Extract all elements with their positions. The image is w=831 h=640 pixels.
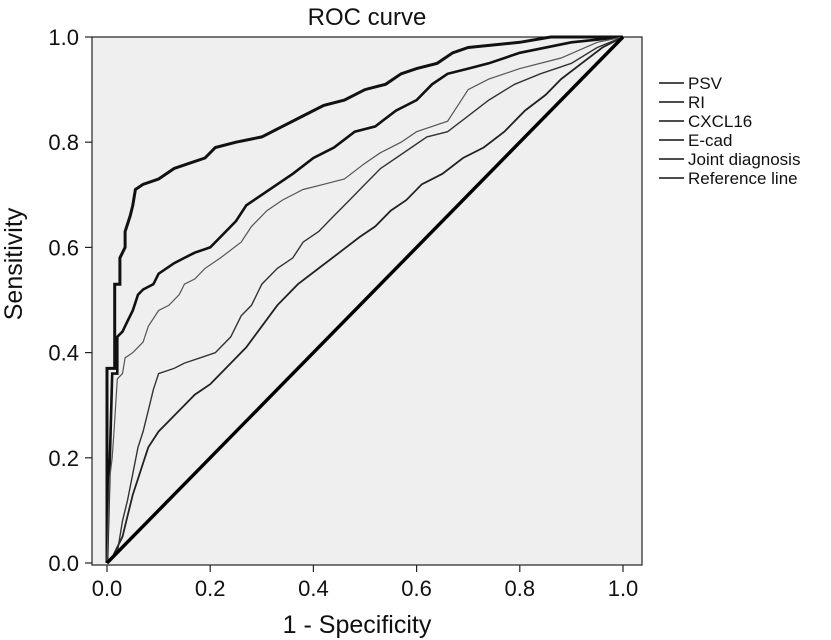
legend-label-cxcl16: CXCL16 (688, 112, 752, 131)
series-line-e-cad (106, 36, 624, 564)
series-line-cxcl16 (106, 36, 624, 564)
x-axis-title: 1 - Specificity (283, 611, 432, 639)
x-tick-label: 0.8 (505, 576, 536, 601)
y-tick-label: 0.2 (48, 446, 79, 471)
series-line-psv (105, 35, 623, 563)
x-tick-label: 0.6 (401, 576, 432, 601)
x-tick-label: 1.0 (608, 576, 639, 601)
legend-label-psv: PSV (688, 74, 723, 93)
x-tick-label: 0.4 (298, 576, 329, 601)
series-line-ri (105, 35, 624, 564)
axes: 0.0 0.2 0.4 0.6 0.8 1.0 0.0 0.2 0.4 0.6 0.8 1.0 (48, 25, 638, 601)
y-tick-label: 0.8 (48, 130, 79, 155)
series-line-joint-diagnosis (106, 36, 624, 564)
legend-label-ri: RI (688, 93, 705, 112)
series-line-reference-line (105, 35, 625, 565)
plot-area (91, 36, 643, 566)
legend-label-reference-line: Reference line (688, 169, 798, 188)
y-tick-label: 1.0 (48, 25, 79, 50)
series-layer (105, 35, 625, 565)
y-tick-label: 0.6 (48, 235, 79, 260)
x-tick-label: 0.2 (195, 576, 226, 601)
chart-title: ROC curve (308, 4, 427, 31)
legend-label-joint-diagnosis: Joint diagnosis (688, 150, 800, 169)
y-tick-label: 0.0 (48, 551, 79, 576)
y-axis-title: Sensitivity (0, 207, 28, 320)
legend-label-e-cad: E-cad (688, 131, 732, 150)
y-tick-label: 0.4 (48, 341, 79, 366)
x-tick-label: 0.0 (92, 576, 123, 601)
